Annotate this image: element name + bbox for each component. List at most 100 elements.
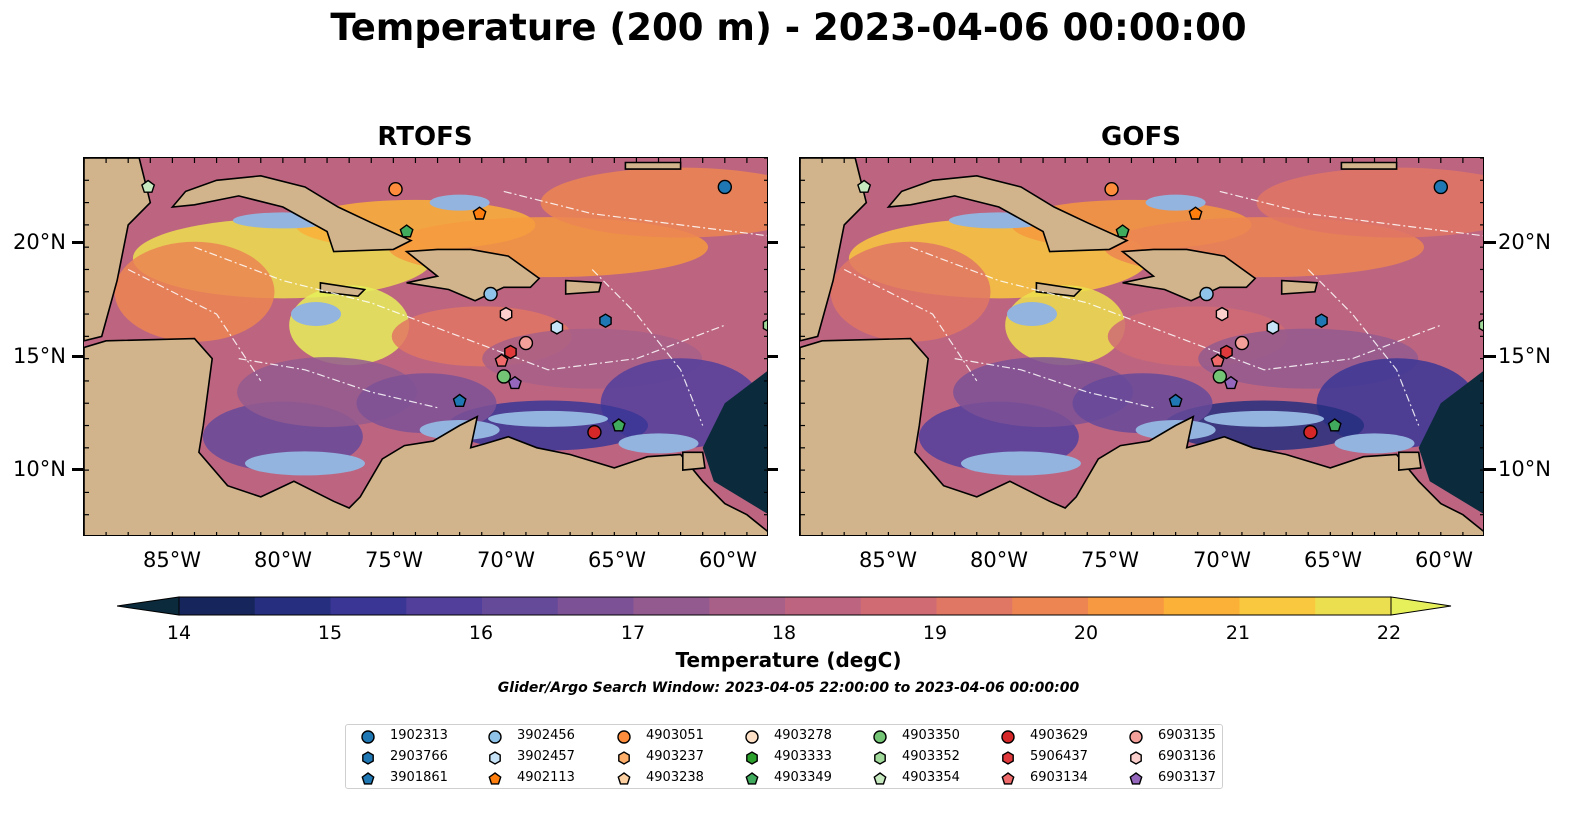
eez-boundary bbox=[127, 268, 262, 382]
float-marker-1902313 bbox=[1433, 179, 1449, 195]
legend-label: 4903238 bbox=[646, 770, 704, 785]
colorbar-extend-high bbox=[1390, 596, 1452, 616]
colorbar-extend-low bbox=[117, 596, 180, 616]
legend-marker-4903278 bbox=[745, 730, 759, 744]
legend-marker-icon bbox=[618, 751, 630, 765]
lat-tick-20n-right bbox=[1484, 241, 1496, 244]
lon-label-65w-right: 65°W bbox=[1304, 548, 1362, 572]
float-marker-2903766 bbox=[1315, 313, 1328, 329]
legend-marker-4903350 bbox=[873, 730, 887, 744]
land-mass bbox=[1120, 248, 1257, 302]
legend-marker-4902113 bbox=[488, 772, 502, 785]
lon-label-70w-right: 70°W bbox=[1193, 548, 1251, 572]
lon-label-80w-right: 80°W bbox=[970, 548, 1028, 572]
legend-label: 4903333 bbox=[774, 749, 832, 764]
map-gofs[interactable] bbox=[799, 157, 1484, 536]
float-marker-3901861 bbox=[1168, 393, 1183, 408]
lon-label-80w-left: 80°W bbox=[254, 548, 312, 572]
lon-label-75w-right: 75°W bbox=[1081, 548, 1139, 572]
legend-marker-icon bbox=[1130, 751, 1142, 765]
float-marker-4903352 bbox=[762, 319, 767, 332]
float-marker-6903136 bbox=[1215, 306, 1229, 322]
legend-marker-icon bbox=[488, 730, 502, 744]
temperature-field-patch bbox=[540, 167, 767, 238]
legend-marker-icon bbox=[1002, 751, 1014, 765]
continental-shelf bbox=[960, 451, 1081, 476]
eez-boundary bbox=[1307, 269, 1420, 426]
float-marker-4903349 bbox=[611, 418, 626, 432]
temperature-field-patch bbox=[114, 241, 275, 342]
temperature-field-patch bbox=[356, 373, 497, 434]
legend-marker-4903333 bbox=[746, 751, 758, 765]
legend-label: 4903237 bbox=[646, 749, 704, 764]
colorbar-segment bbox=[179, 597, 256, 615]
float-marker-4903349 bbox=[1327, 418, 1342, 432]
legend-marker-icon bbox=[745, 772, 759, 785]
legend-label: 6903135 bbox=[1158, 728, 1216, 743]
legend-label: 4903352 bbox=[902, 749, 960, 764]
legend-marker-4903629 bbox=[1001, 730, 1015, 744]
float-marker-3902456 bbox=[1199, 286, 1214, 302]
legend-marker-icon bbox=[746, 751, 758, 765]
legend-marker-icon bbox=[1001, 730, 1015, 744]
colorbar-segment bbox=[254, 597, 331, 615]
legend-label: 2903766 bbox=[390, 749, 448, 764]
colorbar-segment bbox=[1012, 597, 1089, 615]
lat-label-10n-left: 10°N bbox=[13, 457, 66, 481]
colorbar-segment bbox=[406, 597, 483, 615]
lon-label-60w-right: 60°W bbox=[1415, 548, 1473, 572]
float-marker-4903354 bbox=[141, 179, 156, 193]
continental-shelf bbox=[1204, 410, 1325, 427]
float-marker-4903350 bbox=[496, 369, 512, 384]
colorbar-tick-18: 18 bbox=[771, 622, 797, 644]
float-marker-4903349 bbox=[399, 224, 414, 238]
legend-marker-icon bbox=[1001, 772, 1015, 785]
float-marker-6903134 bbox=[494, 353, 509, 367]
lat-label-15n-left: 15°N bbox=[13, 344, 66, 368]
float-marker-4903629 bbox=[587, 425, 602, 440]
colorbar-tick-15: 15 bbox=[317, 622, 343, 644]
lat-tick-15n-mid bbox=[768, 355, 778, 358]
colorbar-tick-14: 14 bbox=[166, 622, 192, 644]
colorbar bbox=[117, 596, 1452, 616]
lat-tick-10n-mid bbox=[768, 468, 778, 471]
legend-label: 6903137 bbox=[1158, 770, 1216, 785]
temperature-field-patch bbox=[1072, 373, 1213, 434]
map-rtofs[interactable] bbox=[83, 157, 768, 536]
lat-label-20n-right: 20°N bbox=[1498, 230, 1551, 254]
float-marker-6903137 bbox=[507, 375, 522, 390]
land-mass bbox=[84, 158, 152, 342]
float-marker-4902113 bbox=[472, 206, 487, 220]
legend-marker-6903136 bbox=[1130, 751, 1142, 765]
colorbar-tick-21: 21 bbox=[1225, 622, 1251, 644]
land-mass bbox=[1340, 161, 1398, 170]
colorbar-segment bbox=[1315, 597, 1392, 615]
search-window-note: Glider/Argo Search Window: 2023-04-05 22… bbox=[497, 680, 1080, 696]
lon-label-85w-left: 85°W bbox=[143, 548, 201, 572]
land-mass bbox=[800, 337, 1483, 535]
land-mass bbox=[886, 174, 1129, 253]
lat-tick-10n-left bbox=[72, 468, 84, 471]
panel-title-rtofs: RTOFS bbox=[377, 122, 473, 152]
map-gofs-svg bbox=[800, 158, 1483, 535]
map-rtofs-svg bbox=[84, 158, 767, 535]
colorbar-tick-16: 16 bbox=[468, 622, 494, 644]
legend-marker-4903349 bbox=[745, 772, 759, 785]
colorbar-segment bbox=[1163, 597, 1240, 615]
float-marker-4902113 bbox=[1188, 206, 1203, 220]
colorbar-frame bbox=[178, 596, 1392, 616]
lat-label-10n-right: 10°N bbox=[1498, 457, 1551, 481]
legend-marker-icon bbox=[745, 730, 759, 744]
legend-marker-4903352 bbox=[874, 751, 886, 765]
continental-shelf bbox=[1007, 302, 1058, 327]
legend-label: 4903350 bbox=[902, 728, 960, 743]
land-mass bbox=[84, 337, 767, 535]
panel-title-gofs: GOFS bbox=[1101, 122, 1181, 152]
float-marker-4903352 bbox=[1478, 319, 1483, 332]
lon-label-75w-left: 75°W bbox=[365, 548, 423, 572]
legend-marker-3902456 bbox=[488, 730, 502, 744]
float-marker-1902313 bbox=[717, 179, 733, 195]
lon-label-60w-left: 60°W bbox=[699, 548, 757, 572]
legend-marker-2903766 bbox=[362, 751, 374, 765]
land-mass bbox=[1397, 451, 1422, 471]
